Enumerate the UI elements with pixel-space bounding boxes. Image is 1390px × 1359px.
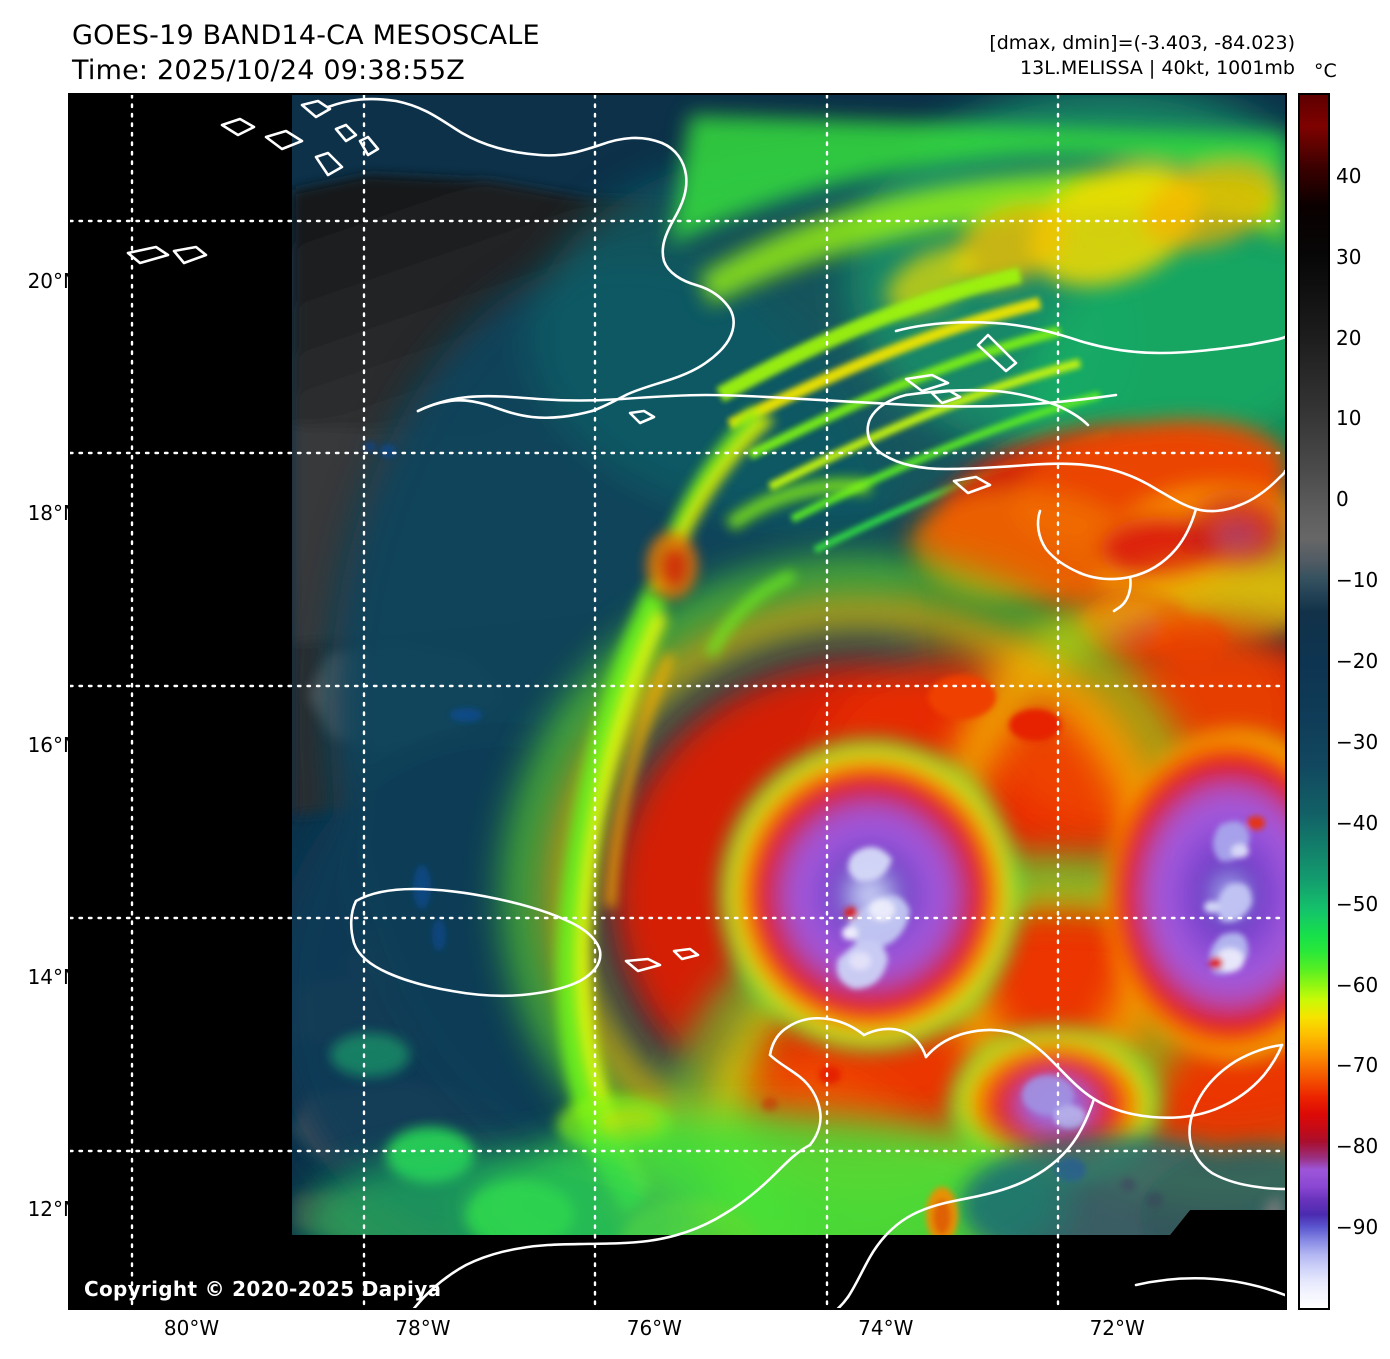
ir-brightness-temperature-raster [70,95,1285,1308]
metadata-storm-intensity: 13L.MELISSA | 40kt, 1001mb [1020,56,1295,79]
graticule [70,95,1285,1308]
longitude-tick-label: 74°W [858,1316,914,1340]
colorbar-tick-label: −20 [1336,649,1379,674]
figure-metadata: [dmax, dmin]=(-3.403, -84.023) 13L.MELIS… [989,31,1295,80]
colorbar-tick-label: −80 [1336,1134,1379,1159]
temperature-colorbar[interactable] [1300,95,1328,1308]
longitude-tick-label: 76°W [626,1316,682,1340]
colorbar-tick-label: 40 [1336,163,1362,188]
latitude-tick-label: 20°N [27,268,78,293]
colorbar-tick-label: 20 [1336,325,1362,350]
colorbar-tick-label: 0 [1336,487,1349,512]
latitude-tick-label: 12°N [27,1197,78,1222]
coastline-overlay [126,97,1285,1308]
copyright-label: Copyright © 2020-2025 Dapiya [84,1277,442,1301]
colorbar-tick-label: 30 [1336,244,1362,269]
figure-title: GOES-19 BAND14-CA MESOSCALE Time: 2025/1… [72,18,540,88]
satellite-imagery-plot [70,95,1285,1308]
colorbar-tick-label: −30 [1336,729,1379,754]
longitude-tick-label: 72°W [1089,1316,1145,1340]
colorbar-unit-label: °C [1314,60,1337,82]
latitude-tick-label: 14°N [27,965,78,990]
longitude-tick-label: 78°W [395,1316,451,1340]
latitude-tick-label: 18°N [27,500,78,525]
colorbar-tick-label: 10 [1336,406,1362,431]
colorbar-tick-label: −10 [1336,568,1379,593]
title-line-product: GOES-19 BAND14-CA MESOSCALE [72,20,540,51]
latitude-tick-label: 16°N [27,733,78,758]
colorbar-tick-label: −70 [1336,1053,1379,1078]
title-line-time: Time: 2025/10/24 09:38:55Z [72,55,465,87]
colorbar-tick-label: −60 [1336,972,1379,997]
colorbar-tick-label: −90 [1336,1215,1379,1240]
colorbar-tick-label: −50 [1336,891,1379,916]
longitude-tick-label: 80°W [163,1316,220,1340]
metadata-dmax-dmin: [dmax, dmin]=(-3.403, -84.023) [989,32,1295,54]
colorbar-tick-label: −40 [1336,810,1379,835]
